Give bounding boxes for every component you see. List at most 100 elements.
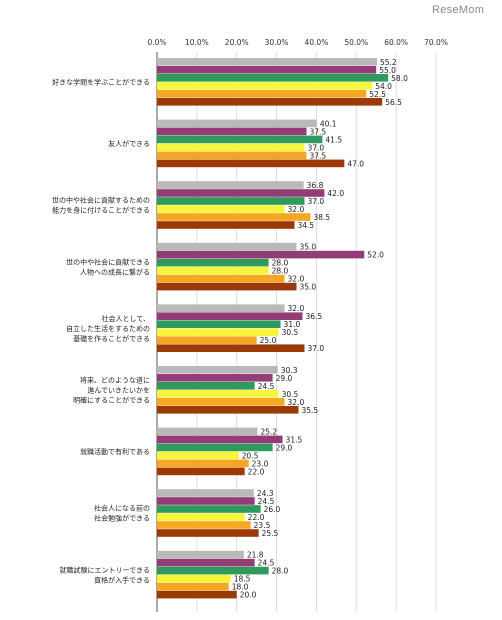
value-label: 37.0 — [307, 344, 324, 353]
bar — [157, 505, 261, 513]
category-label: 社会人になる前の — [94, 504, 150, 513]
category-label: 社会勉強ができる — [94, 514, 150, 523]
value-label: 41.5 — [325, 135, 342, 144]
value-label: 24.5 — [258, 559, 275, 568]
value-label: 38.5 — [313, 213, 330, 222]
x-tick-label: 0.0% — [147, 38, 166, 47]
category-label: 明確にすることができる — [73, 396, 150, 405]
bar — [157, 390, 279, 398]
value-label: 42.0 — [327, 189, 344, 198]
value-label: 36.5 — [305, 312, 322, 321]
bar — [157, 304, 285, 312]
bar — [157, 344, 305, 352]
value-label: 23.5 — [254, 521, 271, 530]
value-label: 24.5 — [258, 497, 275, 506]
value-label: 30.5 — [282, 390, 299, 399]
value-label: 29.0 — [276, 443, 293, 452]
bar — [157, 336, 257, 344]
value-label: 35.0 — [300, 283, 317, 292]
value-label: 20.0 — [240, 591, 257, 600]
bar — [157, 382, 255, 390]
value-label: 37.0 — [307, 143, 324, 152]
bar — [157, 205, 285, 213]
bar — [157, 489, 254, 497]
bar — [157, 582, 229, 591]
bar — [157, 467, 245, 476]
value-label: 47.0 — [347, 159, 364, 168]
value-label: 40.1 — [320, 119, 337, 128]
bar — [157, 74, 389, 82]
x-tick-label: 40.0% — [305, 38, 329, 47]
bar — [157, 98, 383, 106]
value-label: 26.0 — [264, 505, 281, 514]
category-label: 就職活動で有利である — [80, 447, 150, 456]
category-label: 人物への成長に繋がる — [80, 267, 150, 276]
value-label: 32.0 — [288, 205, 305, 214]
value-label: 56.5 — [385, 98, 402, 107]
x-tick-label: 60.0% — [384, 38, 408, 47]
bar — [157, 320, 281, 328]
bar — [157, 159, 345, 168]
value-label: 55.0 — [379, 66, 396, 75]
value-label: 35.0 — [300, 243, 317, 252]
bar — [157, 250, 365, 259]
category-label: 自立した生活をするための — [66, 324, 150, 333]
value-label: 37.5 — [309, 151, 326, 160]
bar — [157, 58, 378, 66]
bar — [157, 497, 255, 505]
value-label: 25.2 — [260, 427, 277, 436]
watermark: ReseMom — [432, 4, 485, 16]
bar — [157, 529, 259, 537]
bar — [157, 119, 317, 128]
value-label: 31.5 — [286, 435, 303, 444]
category-label: 能力を身に付けることができる — [52, 206, 150, 215]
bar — [157, 90, 367, 98]
bar — [157, 266, 269, 275]
category-label: 基礎を作ることができる — [73, 334, 150, 343]
bar — [157, 143, 305, 152]
bar — [157, 398, 285, 406]
value-label: 55.2 — [380, 58, 397, 67]
category-label: 世の中や社会に貢献するための — [52, 196, 150, 205]
value-label: 20.5 — [242, 451, 259, 460]
bar — [157, 242, 297, 251]
value-label: 24.3 — [257, 489, 274, 498]
bar — [157, 221, 295, 229]
x-tick-label: 20.0% — [225, 38, 249, 47]
value-label: 32.0 — [288, 275, 305, 284]
x-tick-label: 50.0% — [344, 38, 368, 47]
category-label: 将来、どのような道に — [80, 376, 150, 385]
bar — [157, 328, 279, 336]
category-label: 友人ができる — [108, 139, 150, 148]
bar — [157, 151, 307, 160]
value-label: 32.0 — [288, 398, 305, 407]
x-tick-label: 10.0% — [185, 38, 209, 47]
bar — [157, 213, 311, 221]
bar — [157, 197, 305, 205]
x-tick-label: 30.0% — [265, 38, 289, 47]
value-label: 52.0 — [367, 251, 384, 260]
value-label: 24.5 — [258, 382, 275, 391]
value-label: 25.5 — [262, 529, 279, 538]
value-label: 34.5 — [298, 221, 315, 230]
bar — [157, 451, 239, 460]
bar — [157, 574, 231, 583]
x-tick-label: 70.0% — [424, 38, 448, 47]
bar — [157, 181, 304, 189]
bar — [157, 366, 278, 374]
bar — [157, 435, 283, 444]
bar — [157, 427, 258, 436]
bar — [157, 258, 269, 267]
bar — [157, 521, 251, 529]
bar — [157, 312, 303, 320]
value-label: 30.3 — [281, 366, 298, 375]
value-label: 23.0 — [252, 459, 269, 468]
value-label: 28.0 — [272, 567, 289, 576]
bar — [157, 274, 285, 283]
value-label: 22.0 — [248, 467, 265, 476]
category-label: 資格が入手できる — [94, 575, 150, 584]
value-label: 21.8 — [247, 551, 264, 560]
bar — [157, 566, 269, 575]
value-label: 29.0 — [276, 374, 293, 383]
